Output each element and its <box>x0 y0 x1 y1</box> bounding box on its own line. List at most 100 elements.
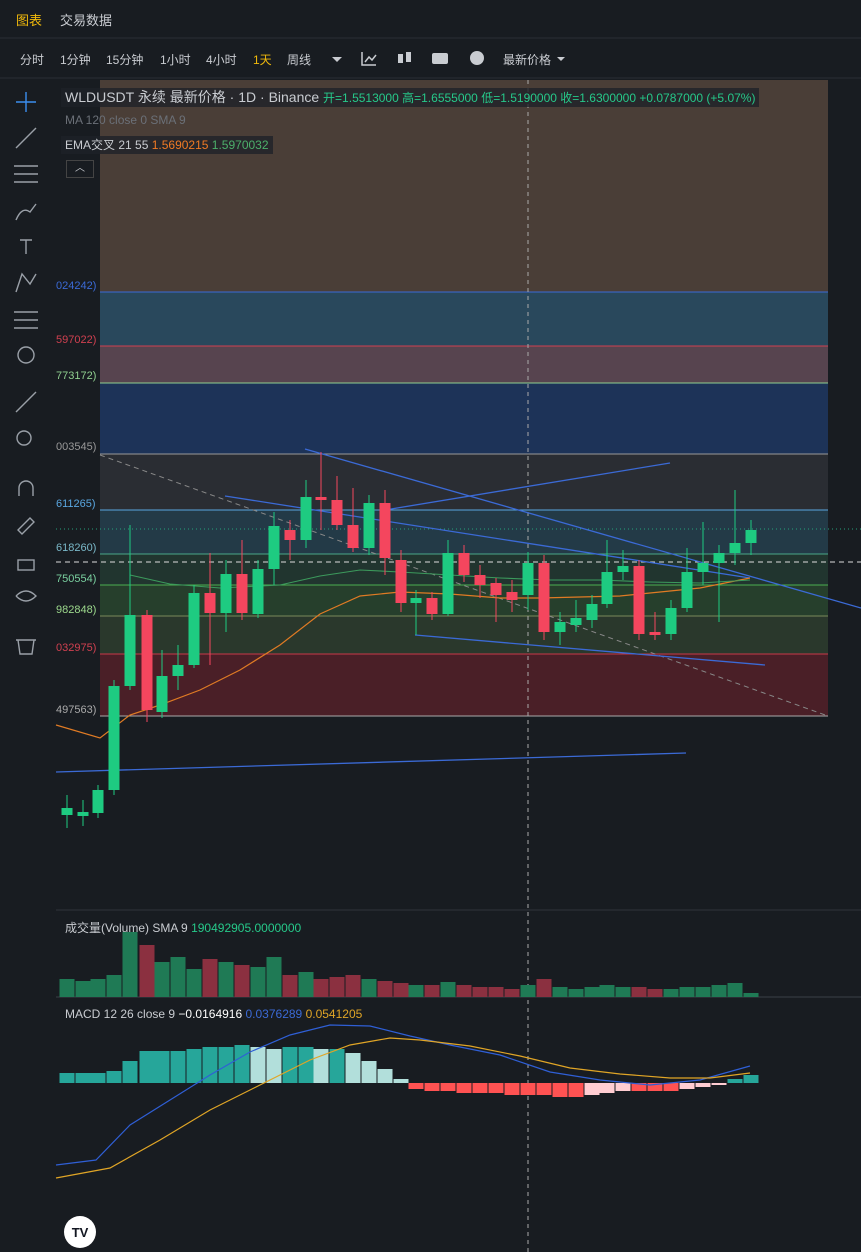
legend-row: WLDUSDT 永续 最新价格 · 1D · Binance 开=1.55130… <box>61 88 760 107</box>
volume-bar <box>393 983 409 997</box>
candle-body <box>538 563 550 632</box>
volume-bar <box>631 987 647 997</box>
macd-bar <box>139 1051 155 1083</box>
candle-body <box>601 572 613 604</box>
volume-bar <box>472 987 488 997</box>
macd-bar <box>711 1083 727 1085</box>
interval[interactable]: 1小时 <box>160 53 191 67</box>
trend-line <box>55 752 687 773</box>
volume-bar <box>106 975 122 997</box>
macd-bar <box>122 1061 138 1083</box>
fib-label: 024242) <box>56 280 97 292</box>
fib-band <box>100 654 828 716</box>
change: +0.0787000 (+5.07%) <box>639 91 756 105</box>
candle-body <box>426 598 438 614</box>
candle-body <box>363 503 375 548</box>
volume-sma: SMA 9 <box>152 921 188 935</box>
volume-bar <box>520 985 536 997</box>
macd-bar <box>440 1083 456 1091</box>
interval[interactable]: 1分钟 <box>60 53 91 67</box>
candle-body <box>172 665 184 676</box>
macd-bar <box>424 1083 440 1091</box>
volume-bar <box>59 979 75 997</box>
candle-body <box>379 503 391 558</box>
macd-bar <box>679 1083 695 1089</box>
macd-title: MACD 12 26 close 9 <box>65 1007 176 1021</box>
macd-bar <box>488 1083 504 1093</box>
candle-body <box>141 615 153 710</box>
logo-text: TV <box>72 1225 89 1240</box>
ema-legend: EMA交叉 21 55 1.5690215 1.5970032 <box>61 136 273 154</box>
exchange: Binance <box>268 89 320 105</box>
macd-bar <box>599 1083 615 1093</box>
volume-title: 成交量(Volume) <box>65 921 150 935</box>
volume-bar <box>154 962 170 997</box>
candle-body <box>268 526 280 569</box>
candle-body <box>410 598 422 603</box>
volume-bar <box>695 987 711 997</box>
volume-bar <box>345 975 361 997</box>
volume-bar <box>122 932 138 997</box>
ema-value: 1.5690215 <box>151 138 209 152</box>
candle-body <box>77 812 89 816</box>
low: 低=1.5190000 <box>481 91 557 105</box>
candle-body <box>506 592 518 600</box>
macd-bar <box>536 1083 552 1095</box>
ema-value: 1.5970032 <box>211 138 269 152</box>
signal-line <box>55 1037 751 1179</box>
candle-body <box>570 618 582 625</box>
macd-bar <box>727 1079 743 1083</box>
volume-bar <box>186 969 202 997</box>
macd-bar <box>456 1083 472 1093</box>
fib-band <box>100 383 828 454</box>
candle-body <box>108 686 120 790</box>
fib-band <box>100 616 828 654</box>
price-type[interactable]: 最新价格 <box>503 53 552 67</box>
fib-band <box>100 292 828 346</box>
interval[interactable]: 15分钟 <box>106 53 144 67</box>
collapse-button[interactable]: ︿ <box>66 160 94 178</box>
symbol: WLDUSDT 永续 最新价格 <box>65 89 226 105</box>
ema-line <box>55 577 751 739</box>
volume-bar <box>615 987 631 997</box>
interval[interactable]: 周线 <box>287 53 312 67</box>
tab[interactable]: 图表 <box>16 13 43 28</box>
macd-bar <box>329 1049 345 1083</box>
macd-bar <box>298 1047 314 1083</box>
candle-body <box>395 560 407 603</box>
candle-body <box>61 808 73 815</box>
candle-body <box>284 530 296 540</box>
interval[interactable]: 1天 <box>253 53 272 67</box>
interval: 1D <box>238 89 257 105</box>
fib-label: 032975) <box>56 642 97 654</box>
volume-bar <box>456 985 472 997</box>
tab[interactable]: 交易数据 <box>60 13 113 28</box>
volume-bar <box>647 989 663 997</box>
macd-value: 0.0541205 <box>305 1007 363 1021</box>
macd-bar <box>631 1083 647 1091</box>
close: 收=1.6300000 <box>560 91 637 105</box>
macd-bar <box>377 1069 393 1083</box>
fib-band <box>100 454 828 510</box>
volume-bar <box>743 993 759 997</box>
candle-body <box>649 632 661 635</box>
volume-bar <box>488 987 504 997</box>
macd-bar <box>186 1049 202 1083</box>
drawing-tools[interactable] <box>14 92 38 655</box>
candle-body <box>474 575 486 585</box>
candle-body <box>490 583 502 595</box>
interval[interactable]: 4小时 <box>206 53 237 67</box>
high: 高=1.6555000 <box>402 91 478 105</box>
volume-bar <box>408 985 424 997</box>
candle-body <box>729 543 741 553</box>
volume-bar <box>504 989 520 997</box>
macd-bar <box>393 1079 409 1083</box>
volume-bars <box>59 932 759 997</box>
trend-line <box>414 634 766 666</box>
interval[interactable]: 分时 <box>20 53 45 67</box>
candle-body <box>236 574 248 613</box>
volume-bar <box>90 979 106 997</box>
toolbar-icons[interactable] <box>332 51 565 66</box>
